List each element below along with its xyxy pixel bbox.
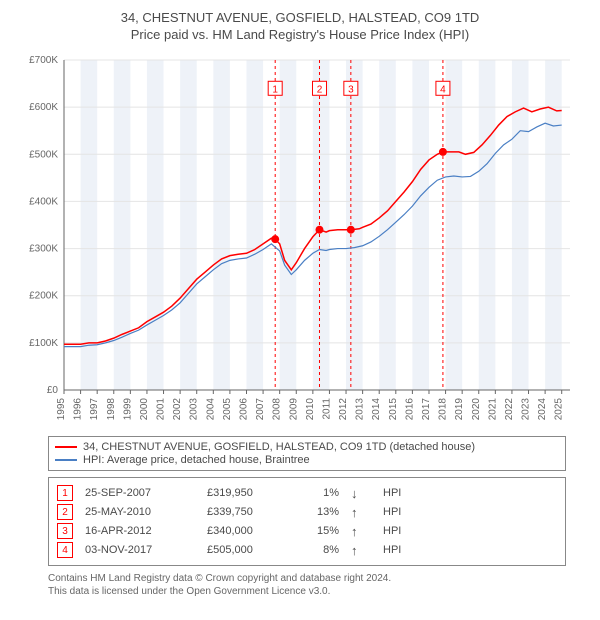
row-price: £505,000 — [207, 544, 287, 556]
svg-text:£100K: £100K — [29, 338, 58, 349]
legend-label: 34, CHESTNUT AVENUE, GOSFIELD, HALSTEAD,… — [83, 441, 475, 453]
table-row: 3 16-APR-2012 £340,000 15% ↑ HPI — [57, 523, 557, 539]
svg-text:2021: 2021 — [487, 398, 498, 421]
row-arrow-icon: ↑ — [351, 505, 371, 520]
footer-line2: This data is licensed under the Open Gov… — [48, 585, 566, 598]
row-arrow-icon: ↓ — [351, 486, 371, 501]
row-marker-box: 1 — [57, 485, 73, 501]
chart-title-line2: Price paid vs. HM Land Registry's House … — [8, 27, 592, 42]
svg-text:2018: 2018 — [438, 398, 449, 421]
row-date: 25-SEP-2007 — [85, 487, 195, 499]
legend-swatch — [55, 459, 77, 461]
svg-text:2: 2 — [317, 84, 323, 95]
chart-svg: £0 £100K £200K £300K £400K £500K £600K £700K 199… — [20, 50, 580, 430]
row-marker-box: 4 — [57, 542, 73, 558]
svg-text:2015: 2015 — [388, 398, 399, 421]
svg-text:2006: 2006 — [238, 398, 249, 421]
table-row: 1 25-SEP-2007 £319,950 1% ↓ HPI — [57, 485, 557, 501]
svg-text:1: 1 — [272, 84, 278, 95]
svg-text:£400K: £400K — [29, 196, 58, 207]
svg-text:3: 3 — [348, 84, 354, 95]
row-date: 16-APR-2012 — [85, 525, 195, 537]
row-price: £339,750 — [207, 506, 287, 518]
legend-row: 34, CHESTNUT AVENUE, GOSFIELD, HALSTEAD,… — [55, 441, 559, 453]
row-pct: 15% — [299, 525, 339, 537]
svg-text:£200K: £200K — [29, 291, 58, 302]
svg-text:2020: 2020 — [471, 398, 482, 421]
svg-text:2001: 2001 — [156, 398, 167, 421]
svg-text:2016: 2016 — [404, 398, 415, 421]
svg-text:1997: 1997 — [89, 398, 100, 421]
chart-title-line1: 34, CHESTNUT AVENUE, GOSFIELD, HALSTEAD,… — [8, 10, 592, 25]
row-date: 03-NOV-2017 — [85, 544, 195, 556]
svg-text:£0: £0 — [47, 385, 59, 396]
svg-text:1998: 1998 — [106, 398, 117, 421]
row-arrow-icon: ↑ — [351, 543, 371, 558]
row-arrow-icon: ↑ — [351, 524, 371, 539]
svg-text:£600K: £600K — [29, 102, 58, 113]
table-row: 4 03-NOV-2017 £505,000 8% ↑ HPI — [57, 542, 557, 558]
svg-text:1995: 1995 — [56, 398, 67, 421]
sales-table: 1 25-SEP-2007 £319,950 1% ↓ HPI 2 25-MAY-2010 £3… — [48, 477, 566, 566]
svg-text:2011: 2011 — [321, 398, 332, 420]
chart-legend: 34, CHESTNUT AVENUE, GOSFIELD, HALSTEAD,… — [48, 436, 566, 471]
row-pct: 8% — [299, 544, 339, 556]
row-marker-box: 3 — [57, 523, 73, 539]
row-ref-label: HPI — [383, 544, 413, 556]
price-chart: £0 £100K £200K £300K £400K £500K £600K £700K 199… — [20, 50, 580, 430]
svg-text:2012: 2012 — [338, 398, 349, 421]
svg-text:1999: 1999 — [122, 398, 133, 421]
svg-text:2023: 2023 — [521, 398, 532, 421]
row-date: 25-MAY-2010 — [85, 506, 195, 518]
svg-text:2024: 2024 — [537, 398, 548, 421]
svg-text:2008: 2008 — [272, 398, 283, 421]
row-marker-box: 2 — [57, 504, 73, 520]
svg-text:2002: 2002 — [172, 398, 183, 421]
svg-text:2004: 2004 — [205, 398, 216, 421]
svg-text:2025: 2025 — [554, 398, 565, 421]
row-pct: 1% — [299, 487, 339, 499]
legend-label: HPI: Average price, detached house, Brai… — [83, 454, 310, 466]
svg-text:2022: 2022 — [504, 398, 515, 421]
row-price: £340,000 — [207, 525, 287, 537]
row-ref-label: HPI — [383, 525, 413, 537]
svg-text:2013: 2013 — [355, 398, 366, 421]
legend-swatch — [55, 446, 77, 448]
svg-text:2014: 2014 — [371, 398, 382, 421]
row-ref-label: HPI — [383, 487, 413, 499]
svg-text:£700K: £700K — [29, 55, 58, 66]
svg-text:2005: 2005 — [222, 398, 233, 421]
row-pct: 13% — [299, 506, 339, 518]
svg-text:£300K: £300K — [29, 244, 58, 255]
footer-line1: Contains HM Land Registry data © Crown c… — [48, 572, 566, 585]
svg-text:1996: 1996 — [73, 398, 84, 421]
svg-text:2000: 2000 — [139, 398, 150, 421]
svg-text:2017: 2017 — [421, 398, 432, 421]
licence-footer: Contains HM Land Registry data © Crown c… — [48, 572, 566, 598]
legend-row: HPI: Average price, detached house, Brai… — [55, 454, 559, 466]
svg-text:2010: 2010 — [305, 398, 316, 421]
svg-text:£500K: £500K — [29, 149, 58, 160]
svg-text:2019: 2019 — [454, 398, 465, 421]
svg-text:4: 4 — [440, 84, 446, 95]
row-ref-label: HPI — [383, 506, 413, 518]
table-row: 2 25-MAY-2010 £339,750 13% ↑ HPI — [57, 504, 557, 520]
svg-text:2003: 2003 — [189, 398, 200, 421]
row-price: £319,950 — [207, 487, 287, 499]
svg-text:2007: 2007 — [255, 398, 266, 421]
svg-text:2009: 2009 — [288, 398, 299, 421]
